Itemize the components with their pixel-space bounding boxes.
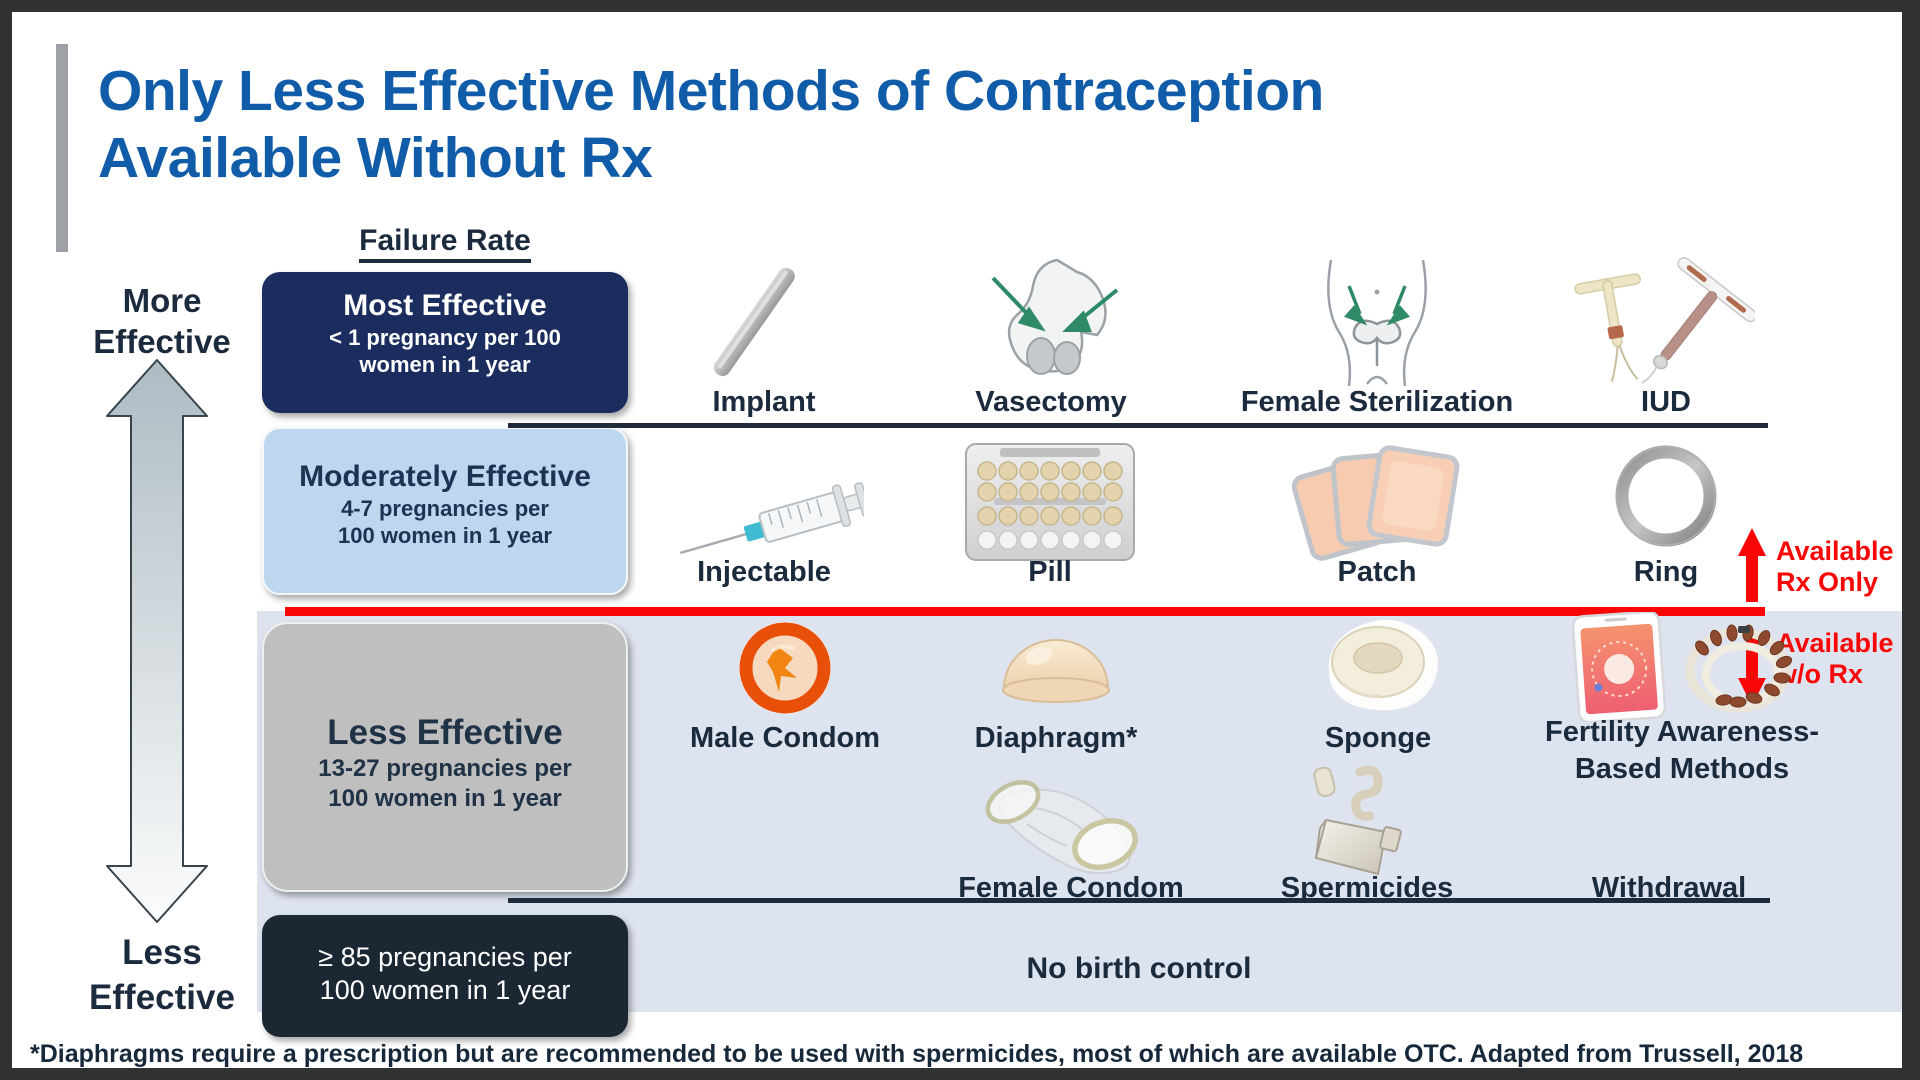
- divider-most-moderate: [508, 423, 1768, 428]
- method-label-implant: Implant: [712, 386, 816, 418]
- tier-moderately-effective: Moderately Effective 4-7 pregnancies per…: [262, 427, 628, 595]
- sponge-icon: [1328, 619, 1438, 711]
- footnote: *Diaphragms require a prescription but a…: [30, 1040, 1804, 1068]
- method-label-vasectomy: Vasectomy: [975, 386, 1127, 418]
- tier-rate: women in 1 year: [359, 352, 531, 377]
- method-label-withdrawal: Withdrawal: [1591, 872, 1747, 904]
- rx-otc-red-divider: [285, 607, 1765, 616]
- available-wo-rx-down-arrow-icon: [1738, 632, 1766, 706]
- tier-rate: ≥ 85 pregnancies per: [318, 942, 572, 972]
- tier-less-effective: Less Effective 13-27 pregnancies per 100…: [262, 622, 628, 892]
- slide-canvas: Only Less Effective Methods of Contracep…: [12, 12, 1902, 1068]
- diaphragm-icon: [1002, 639, 1110, 703]
- no-birth-control-label: No birth control: [1026, 952, 1252, 985]
- available-wo-rx-label: Available w/o Rx: [1776, 628, 1894, 689]
- method-label-female-condom: Female Condom: [958, 872, 1184, 904]
- injectable-icon: [679, 482, 864, 555]
- vasectomy-icon: [991, 258, 1119, 375]
- method-label-fertility-awareness: Fertility Awareness- Based Methods: [1545, 716, 1819, 785]
- tier-title: Less Effective: [327, 713, 563, 752]
- tier-rate: 100 women in 1 year: [328, 785, 562, 812]
- tier-title: Most Effective: [343, 289, 547, 322]
- pill-icon: [965, 443, 1135, 561]
- method-label-pill: Pill: [1028, 556, 1072, 588]
- tier-most-effective: Most Effective < 1 pregnancy per 100 wom…: [262, 272, 628, 413]
- method-label-injectable: Injectable: [697, 556, 831, 588]
- ring-icon: [1615, 445, 1717, 547]
- fertility-awareness-icon: [1571, 612, 1793, 722]
- tier-rate: 100 women in 1 year: [319, 975, 571, 1005]
- rx-only-up-arrow-icon: [1738, 528, 1766, 602]
- tier-no-birth-control: ≥ 85 pregnancies per 100 women in 1 year: [262, 915, 628, 1037]
- patch-icon: [1292, 445, 1460, 561]
- slide-title-line1: Only Less Effective Methods of Contracep…: [98, 59, 1324, 123]
- method-label-male-condom: Male Condom: [689, 722, 881, 754]
- method-label-diaphragm: Diaphragm*: [974, 722, 1138, 754]
- method-label-ring: Ring: [1633, 556, 1699, 588]
- divider-less-none: [508, 898, 1770, 903]
- male-condom-icon: [739, 622, 831, 714]
- slide-title: Only Less Effective Methods of Contracep…: [98, 58, 1698, 192]
- slide-title-line2: Available Without Rx: [98, 126, 653, 190]
- spermicides-icon: [1313, 766, 1402, 876]
- implant-icon: [713, 267, 795, 377]
- tier-rate: 100 women in 1 year: [338, 523, 552, 548]
- tier-rate: < 1 pregnancy per 100: [329, 325, 561, 350]
- method-label-sponge: Sponge: [1324, 722, 1432, 754]
- tier-rate: 4-7 pregnancies per: [341, 496, 549, 521]
- less-effective-label: Less Effective: [89, 933, 235, 1017]
- tier-title: Moderately Effective: [299, 460, 591, 493]
- more-effective-label: More Effective: [93, 282, 231, 360]
- failure-rate-heading: Failure Rate: [280, 224, 610, 263]
- female-sterilization-icon: [1327, 259, 1427, 387]
- method-label-spermicides: Spermicides: [1280, 872, 1454, 904]
- title-accent-bar: [56, 44, 68, 252]
- method-label-patch: Patch: [1337, 556, 1417, 588]
- female-condom-icon: [985, 780, 1138, 874]
- method-label-iud: IUD: [1641, 386, 1691, 418]
- method-label-female-sterilization: Female Sterilization: [1240, 386, 1514, 418]
- iud-icon: [1574, 257, 1755, 384]
- available-rx-only-label: Available Rx Only: [1776, 536, 1894, 597]
- tier-rate: 13-27 pregnancies per: [318, 755, 572, 782]
- effectiveness-arrow-icon: [106, 359, 208, 923]
